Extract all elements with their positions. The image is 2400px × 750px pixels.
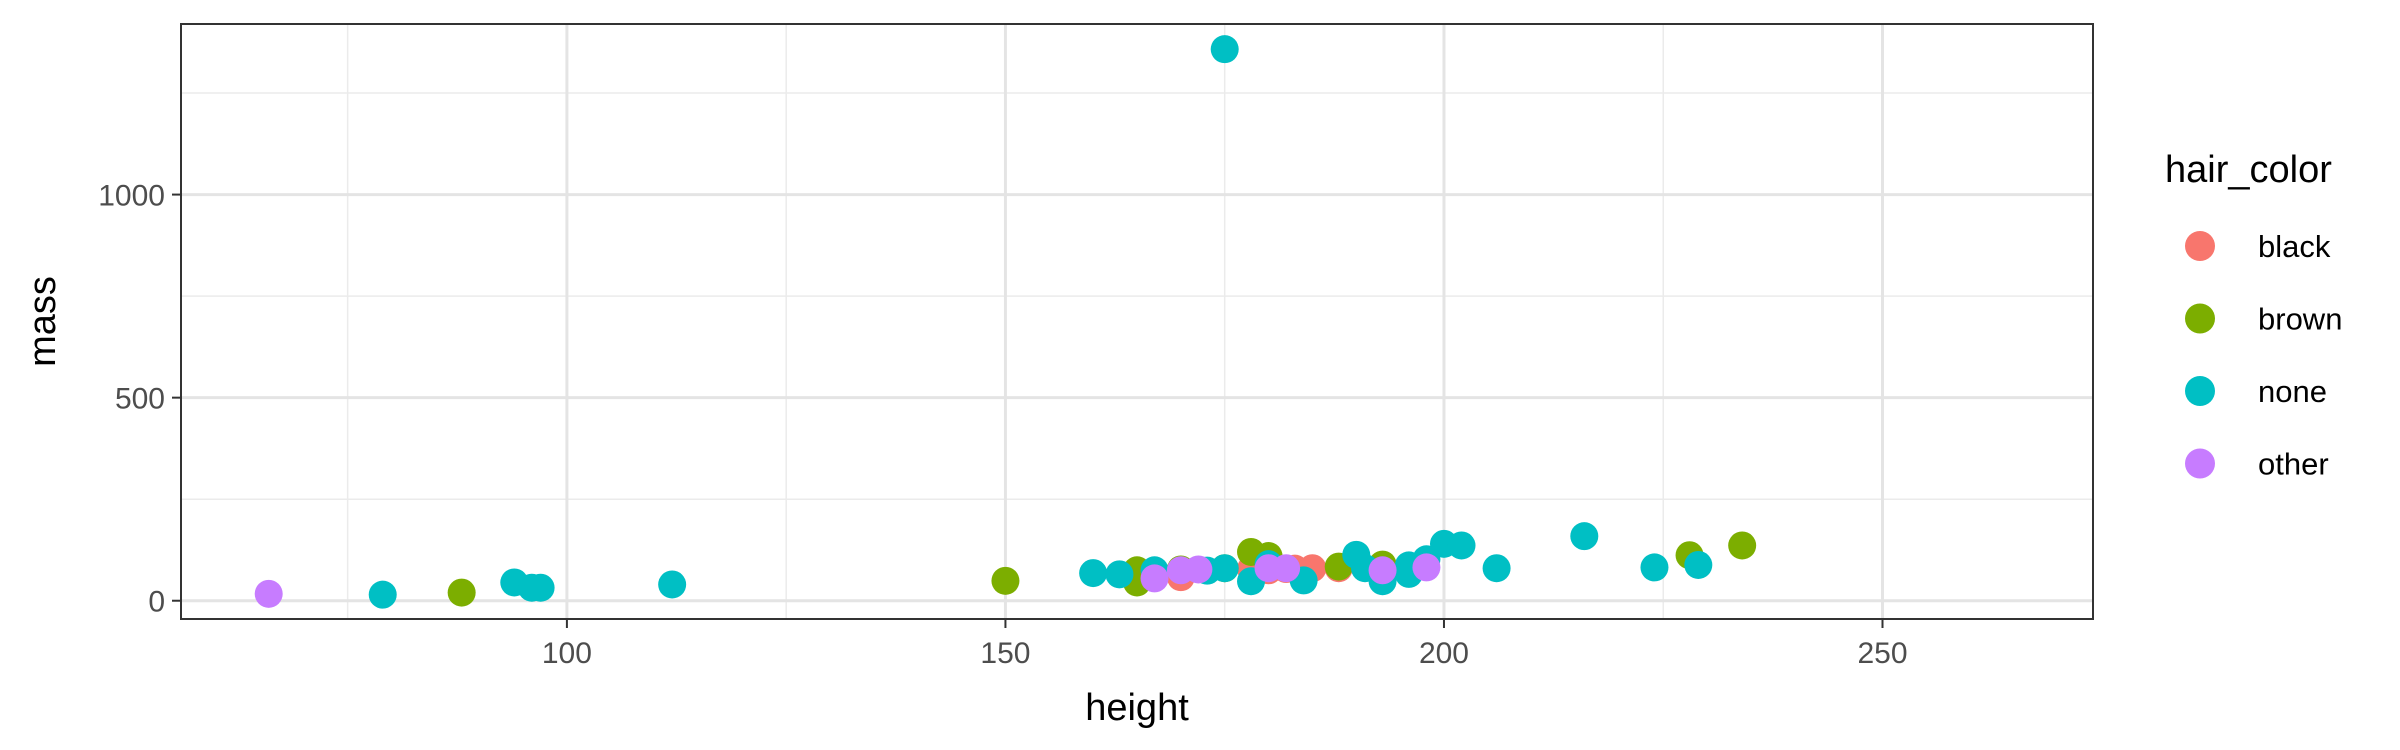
data-point-other: [1412, 553, 1441, 582]
legend: hair_color black brown none other: [2165, 149, 2342, 482]
minor-gridlines: [181, 24, 2093, 619]
data-point-none: [1079, 559, 1108, 588]
data-point-brown: [1728, 531, 1757, 560]
data-point-none: [1447, 531, 1476, 560]
data-points: [254, 35, 1757, 609]
data-point-none: [1210, 35, 1239, 64]
legend-key-brown: [2185, 303, 2215, 334]
legend-label-other: other: [2258, 447, 2329, 482]
data-point-brown: [991, 566, 1020, 595]
data-point-none: [1482, 554, 1511, 583]
data-point-none: [526, 573, 555, 602]
legend-label-black: black: [2258, 229, 2331, 264]
data-point-other: [1272, 554, 1301, 583]
x-tick-label: 250: [1857, 637, 1907, 670]
data-point-other: [1184, 555, 1213, 584]
data-point-none: [1210, 554, 1239, 583]
data-point-none: [1640, 553, 1669, 582]
y-axis-ticks: 0 500 1000: [98, 180, 181, 619]
x-tick-label: 200: [1419, 637, 1469, 670]
x-tick-label: 100: [542, 637, 592, 670]
data-point-none: [1105, 560, 1134, 589]
data-point-none: [1684, 550, 1713, 579]
data-point-none: [658, 570, 687, 599]
y-tick-label: 1000: [98, 180, 165, 213]
data-point-other: [1368, 556, 1397, 585]
x-tick-label: 150: [980, 637, 1030, 670]
major-gridlines: [181, 24, 2093, 619]
legend-label-none: none: [2258, 374, 2327, 409]
legend-key-black: [2185, 231, 2215, 261]
data-point-none: [1570, 522, 1599, 551]
data-point-brown: [447, 578, 476, 607]
y-axis-title: mass: [22, 276, 64, 367]
legend-title: hair_color: [2165, 149, 2332, 191]
data-point-none: [368, 580, 397, 609]
legend-key-other: [2185, 448, 2215, 479]
data-point-other: [1140, 564, 1169, 593]
y-tick-label: 500: [115, 383, 165, 416]
legend-label-brown: brown: [2258, 302, 2342, 337]
x-axis-title: height: [1085, 687, 1189, 729]
plot-panel-border: [180, 23, 2094, 620]
x-axis-ticks: 100 150 200 250: [542, 619, 1908, 670]
legend-key-none: [2185, 376, 2215, 406]
data-point-other: [254, 579, 283, 608]
y-tick-label: 0: [148, 586, 165, 619]
